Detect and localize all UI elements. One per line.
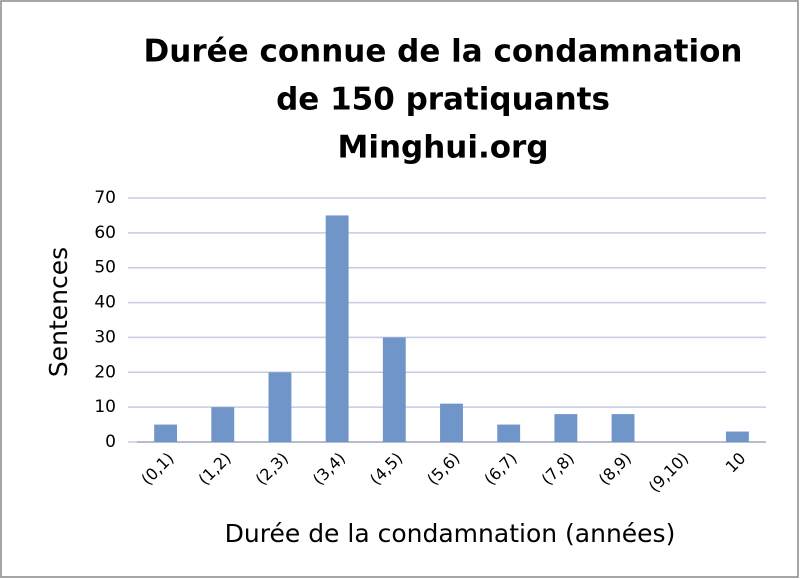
y-tick-label: 20 xyxy=(94,362,116,382)
y-tick-label: 70 xyxy=(94,188,116,208)
y-axis-title: Sentences xyxy=(44,247,73,377)
chart-title: Minghui.org xyxy=(337,130,548,166)
bar xyxy=(211,407,235,442)
y-tick-label: 0 xyxy=(105,432,116,452)
y-tick-label: 50 xyxy=(94,258,116,278)
y-tick-label: 40 xyxy=(94,293,116,313)
chart-title: de 150 pratiquants xyxy=(276,82,610,118)
y-tick-label: 10 xyxy=(94,397,116,417)
y-tick-label: 30 xyxy=(94,327,116,347)
bar xyxy=(325,215,349,442)
y-tick-label: 60 xyxy=(94,223,116,243)
bar xyxy=(725,431,749,442)
bar xyxy=(382,337,406,442)
bar xyxy=(554,414,578,442)
chart-title: Durée connue de la condamnation xyxy=(144,34,743,70)
bar xyxy=(611,414,635,442)
bar xyxy=(268,372,292,442)
bar xyxy=(440,403,463,442)
x-axis-title: Durée de la condamnation (années) xyxy=(225,519,676,548)
bar xyxy=(497,424,521,442)
bar xyxy=(154,424,178,442)
